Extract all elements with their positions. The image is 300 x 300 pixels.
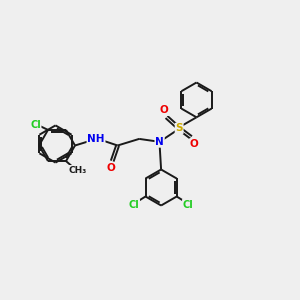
Text: N: N: [155, 137, 164, 147]
Text: N: N: [155, 137, 164, 147]
Text: S: S: [175, 123, 183, 134]
Text: NH: NH: [87, 134, 105, 144]
Text: CH₃: CH₃: [69, 166, 87, 175]
Text: Cl: Cl: [30, 119, 41, 130]
Text: O: O: [160, 105, 169, 116]
Text: O: O: [190, 139, 199, 149]
Text: S: S: [175, 123, 183, 134]
Text: Cl: Cl: [183, 200, 194, 210]
Text: Cl: Cl: [30, 119, 41, 130]
Text: Cl: Cl: [129, 200, 140, 210]
Text: O: O: [160, 105, 169, 116]
Text: O: O: [106, 163, 115, 173]
Text: Cl: Cl: [129, 200, 140, 210]
Text: Cl: Cl: [183, 200, 194, 210]
Text: CH₃: CH₃: [69, 166, 87, 175]
Text: O: O: [190, 139, 199, 149]
Text: NH: NH: [87, 134, 105, 144]
Text: O: O: [106, 163, 115, 173]
